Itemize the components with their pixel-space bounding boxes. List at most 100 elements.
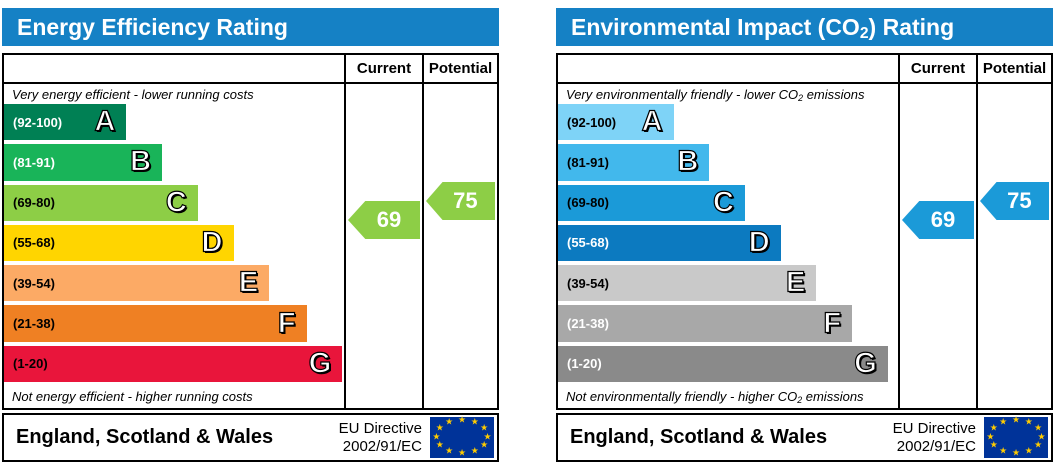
eu-flag-star: ★ <box>989 423 998 434</box>
band-range: (55-68) <box>13 235 55 251</box>
band-range: (39-54) <box>567 275 609 291</box>
current-rating-arrow: 69 <box>902 201 974 239</box>
eu-flag-star: ★ <box>1011 415 1021 426</box>
band-letter: A <box>641 105 663 138</box>
eu-flag-star: ★ <box>445 446 454 457</box>
co2-chart-title-bar: Environmental Impact (CO2) Rating <box>556 8 1053 46</box>
band-row-a: (92-100) A <box>4 104 127 141</box>
band-letter: E <box>785 266 806 299</box>
eu-flag-star: ★ <box>470 417 479 428</box>
band-letter: G <box>854 347 878 380</box>
potential-rating-arrow: 75 <box>980 182 1049 220</box>
band-range: (21-38) <box>13 316 55 332</box>
band-row-d: (55-68) D <box>558 224 781 262</box>
eu-flag: ★ ★ ★ ★ ★ ★ ★ ★ ★ ★ ★ ★ <box>430 415 494 459</box>
bottom-note: Not environmentally friendly - higher CO… <box>566 389 864 405</box>
band-range: (69-80) <box>567 195 609 211</box>
eu-flag-star: ★ <box>986 432 995 442</box>
potential-rating-arrow: 75 <box>426 182 495 220</box>
chart-title: Environmental Impact (CO <box>571 14 860 40</box>
band-row-f: (21-38) F <box>4 305 307 342</box>
band-letter: G <box>308 347 332 380</box>
eu-flag-star: ★ <box>1024 417 1033 428</box>
co2-chart-table: Current Potential Very environmentally f… <box>556 53 1053 410</box>
band-letter: E <box>238 266 259 299</box>
band-letter: D <box>748 226 770 259</box>
eu-flag: ★ ★ ★ ★ ★ ★ ★ ★ ★ ★ ★ ★ <box>984 415 1048 459</box>
column-header-potential: Potential <box>422 55 497 84</box>
eu-directive: EU Directive 2002/91/EC <box>338 419 422 455</box>
footer-region: England, Scotland & Wales <box>570 426 828 448</box>
energy-chart-table: Current Potential Very energy efficient … <box>2 53 499 410</box>
band-row-d: (55-68) D <box>4 224 234 262</box>
eu-flag-star: ★ <box>1037 432 1046 442</box>
eu-flag-star: ★ <box>1011 448 1021 459</box>
bottom-note: Not energy efficient - higher running co… <box>12 389 253 404</box>
co2-chart-footer: England, Scotland & Wales EU Directive 2… <box>556 413 1053 462</box>
band-row-c: (69-80) C <box>558 184 745 221</box>
potential-column: 75 <box>422 84 497 408</box>
band-range: (1-20) <box>567 356 602 372</box>
eu-flag-star: ★ <box>1024 446 1033 457</box>
band-range: (92-100) <box>567 114 617 130</box>
eu-directive: EU Directive 2002/91/EC <box>892 419 976 455</box>
eu-flag-star: ★ <box>1034 423 1043 434</box>
current-column: 69 <box>344 84 422 408</box>
current-rating-value: 69 <box>930 207 956 232</box>
eu-flag-star: ★ <box>989 440 998 451</box>
energy-bands-column: Very energy efficient - lower running co… <box>4 84 344 408</box>
column-header-potential: Potential <box>976 55 1051 84</box>
eu-flag-star: ★ <box>432 432 441 442</box>
current-rating-value: 69 <box>376 207 402 232</box>
eu-flag-star: ★ <box>1034 440 1043 451</box>
eu-flag-star: ★ <box>999 446 1008 457</box>
eu-flag-star: ★ <box>470 446 479 457</box>
band-letter: F <box>277 307 296 340</box>
chart-title: Energy Efficiency Rating <box>17 14 288 40</box>
eu-flag-star: ★ <box>457 448 467 459</box>
co2-bands-column: Very environmentally friendly - lower CO… <box>558 84 898 408</box>
potential-rating-value: 75 <box>453 188 478 213</box>
band-row-a: (92-100) A <box>558 104 674 141</box>
eu-flag-star: ★ <box>457 415 467 426</box>
band-range: (39-54) <box>13 275 55 291</box>
eu-flag-star: ★ <box>483 432 492 442</box>
band-letter: C <box>165 186 187 219</box>
band-range: (81-91) <box>567 154 609 170</box>
band-range: (69-80) <box>13 195 55 211</box>
band-range: (92-100) <box>13 114 63 130</box>
band-row-g: (1-20) G <box>4 345 343 382</box>
band-letter: C <box>712 186 734 219</box>
energy-efficiency-chart: Energy Efficiency Rating Current Potenti… <box>2 8 499 467</box>
eu-flag-star: ★ <box>999 417 1008 428</box>
chart-title-suffix: ) Rating <box>868 14 955 40</box>
chart-title-subscript: 2 <box>859 25 869 43</box>
band-row-b: (81-91) B <box>558 144 710 181</box>
column-header-current: Current <box>898 55 976 84</box>
environmental-impact-chart: Environmental Impact (CO2) Rating Curren… <box>556 8 1053 467</box>
eu-flag-star: ★ <box>435 440 444 451</box>
band-letter: F <box>823 307 842 340</box>
current-column: 69 <box>898 84 976 408</box>
potential-column: 75 <box>976 84 1051 408</box>
energy-chart-title-bar: Energy Efficiency Rating <box>2 8 499 46</box>
band-range: (55-68) <box>567 235 609 251</box>
band-row-e: (39-54) E <box>4 265 270 302</box>
band-range: (21-38) <box>567 316 609 332</box>
eu-flag-star: ★ <box>435 423 444 434</box>
footer-region: England, Scotland & Wales <box>16 426 274 448</box>
current-rating-arrow: 69 <box>348 201 420 239</box>
eu-flag-star: ★ <box>480 440 489 451</box>
band-letter: A <box>94 105 116 138</box>
band-row-b: (81-91) B <box>4 144 163 181</box>
eu-flag-star: ★ <box>480 423 489 434</box>
band-row-g: (1-20) G <box>558 345 888 382</box>
eu-flag-star: ★ <box>445 417 454 428</box>
band-row-c: (69-80) C <box>4 184 198 221</box>
header-spacer <box>558 55 898 84</box>
potential-rating-value: 75 <box>1007 188 1032 213</box>
band-row-e: (39-54) E <box>558 265 817 302</box>
band-row-f: (21-38) F <box>558 305 853 342</box>
energy-chart-footer: England, Scotland & Wales EU Directive 2… <box>2 413 499 462</box>
